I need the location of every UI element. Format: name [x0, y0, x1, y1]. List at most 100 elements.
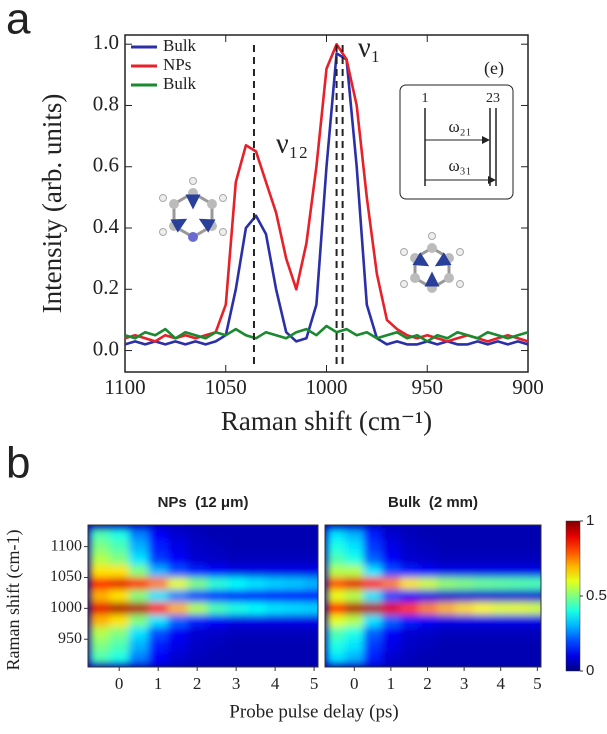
heatmap-cell — [206, 577, 227, 591]
heatmap-cell — [206, 651, 227, 665]
heatmap-cell — [436, 614, 456, 628]
heatmap-cell — [245, 528, 266, 541]
heatmap-cell — [509, 565, 529, 578]
heatmap-cell — [89, 651, 110, 665]
heatmap-cell — [226, 565, 247, 578]
heatmap-cell — [381, 639, 401, 653]
heatmap-cell — [454, 614, 474, 628]
colorbar-tick-label: 1 — [586, 512, 594, 529]
heatmap-cell — [509, 577, 529, 591]
x-tick-label: 3 — [460, 674, 469, 693]
heatmap-cell — [400, 651, 419, 665]
heatmap-cell — [167, 602, 188, 616]
heatmap-cell — [418, 602, 438, 616]
x-tick-label: 5 — [310, 674, 319, 693]
colorbar-tick-label: 0 — [586, 662, 594, 679]
heatmap-cell — [436, 552, 456, 566]
heatmap-cell — [226, 528, 247, 541]
heatmap-cell — [206, 552, 227, 566]
heatmap-cell — [265, 577, 286, 591]
heatmap-cell — [528, 577, 541, 591]
heatmap-cell — [345, 528, 364, 541]
panel-label: a — [6, 0, 31, 44]
heatmap-cell — [265, 552, 286, 566]
heatmap-cell — [381, 626, 401, 640]
y-tick-label: 0.6 — [93, 153, 119, 177]
heatmap-cell — [245, 577, 266, 591]
heatmap-cell — [381, 565, 401, 578]
heatmap-cell — [284, 602, 305, 616]
heatmap-cell — [436, 577, 456, 591]
y-tick-label: 1000 — [50, 599, 82, 616]
heatmap-cell — [109, 577, 130, 591]
annotation: (e) — [484, 58, 504, 79]
heatmap-cell — [304, 565, 318, 578]
colorbar-tick-label: 0.5 — [586, 587, 607, 604]
series-line — [124, 52, 529, 346]
heatmap-cell — [326, 626, 346, 640]
inset-label: 1 — [422, 91, 429, 106]
heatmap-cell — [400, 614, 419, 628]
heatmap-cell — [509, 614, 529, 628]
heatmap-cell — [491, 602, 511, 616]
y-tick-label: 0.8 — [93, 91, 119, 115]
heatmap-cell — [473, 639, 493, 653]
heatmap-cell — [148, 651, 169, 665]
heatmap-cell — [436, 602, 456, 616]
heatmap-cell — [509, 552, 529, 566]
heatmap-cell — [491, 626, 511, 640]
heatmap-cell — [304, 577, 318, 591]
x-tick-label: 2 — [193, 674, 202, 693]
heatmap-cell — [206, 614, 227, 628]
heatmap-cells — [326, 528, 541, 665]
heatmap-cell — [491, 614, 511, 628]
heatmap-cell — [326, 565, 346, 578]
heatmap-cell — [109, 602, 130, 616]
heatmap-cell — [528, 614, 541, 628]
heatmap-cell — [454, 577, 474, 591]
heatmap — [88, 525, 318, 667]
heatmap-cell — [473, 528, 493, 541]
heatmap-cell — [109, 552, 130, 566]
heatmap-cell — [226, 589, 247, 603]
heatmap-cell — [245, 589, 266, 603]
heatmap-cell — [528, 552, 541, 566]
heatmap-cell — [473, 540, 493, 554]
heatmap-cell — [381, 589, 401, 603]
y-axis-label: Intensity (arb. units) — [37, 94, 67, 314]
heatmap-cell — [528, 589, 541, 603]
heatmap-cell — [528, 528, 541, 541]
heatmap-cell — [454, 589, 474, 603]
heatmap-cell — [265, 540, 286, 554]
heatmap-cell — [89, 540, 110, 554]
x-tick-label: 1000 — [306, 375, 348, 399]
heatmap-cell — [265, 614, 286, 628]
heatmap-cell — [265, 565, 286, 578]
heatmap-cell — [304, 639, 318, 653]
heatmap-cell — [284, 552, 305, 566]
heatmap-cell — [148, 540, 169, 554]
heatmap-cell — [491, 528, 511, 541]
heatmap-cell — [418, 565, 438, 578]
heatmap-cell — [345, 614, 364, 628]
heatmap-cell — [491, 565, 511, 578]
heatmap-cell — [109, 589, 130, 603]
heatmap-cell — [245, 552, 266, 566]
x-tick-label: 1050 — [205, 375, 247, 399]
heatmap-cell — [148, 639, 169, 653]
heatmap-cell — [187, 528, 208, 541]
x-axis-label: Raman shift (cm⁻¹) — [221, 406, 432, 436]
heatmap-cell — [226, 651, 247, 665]
heatmap-cell — [381, 614, 401, 628]
heatmap-cell — [265, 528, 286, 541]
heatmap-cell — [187, 651, 208, 665]
heatmap-cell — [400, 528, 419, 541]
x-tick-label: 4 — [271, 674, 280, 693]
heatmap-cell — [491, 540, 511, 554]
heatmap-cell — [167, 651, 188, 665]
heatmap-cell — [418, 614, 438, 628]
heatmap-cell — [454, 639, 474, 653]
heatmap-cell — [109, 565, 130, 578]
heatmap-cell — [454, 651, 474, 665]
heatmap-cell — [326, 651, 346, 665]
